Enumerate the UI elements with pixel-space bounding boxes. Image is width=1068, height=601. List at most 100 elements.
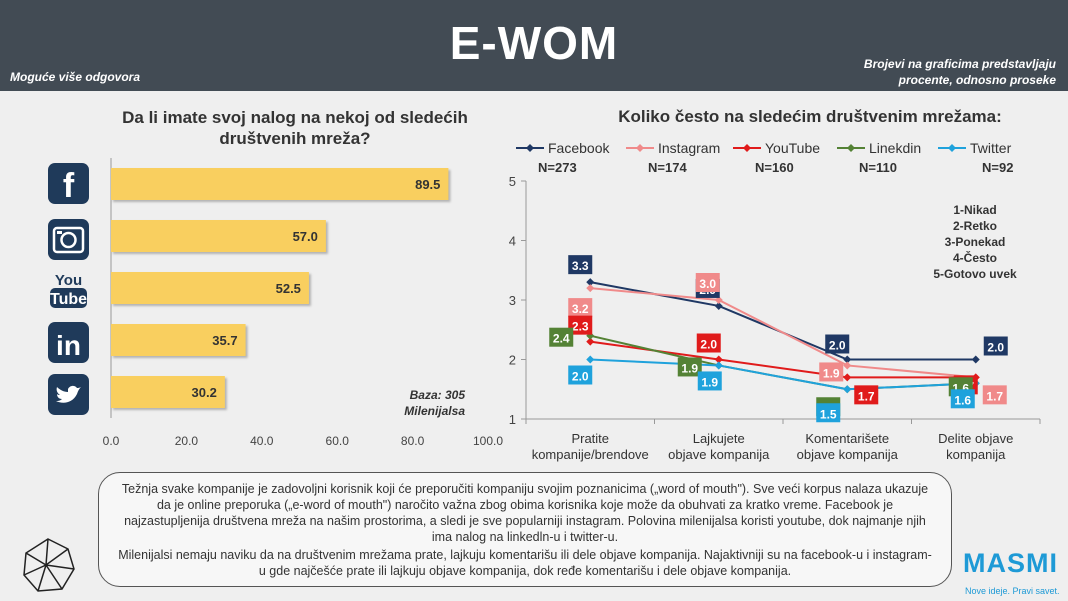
series-marker [714,361,723,370]
data-label: 3.3 [572,259,589,273]
line-y-tick-label: 4 [509,234,516,249]
line-category-label: Komentarišete objave kompanija [797,431,899,462]
legend-n: N=273 [538,160,577,175]
data-label: 3.2 [572,302,589,316]
data-label: 2.3 [572,320,589,334]
legend-marker [847,144,855,152]
data-label: 3.0 [699,277,716,291]
bar-x-tick-label: 60.0 [326,434,350,448]
legend-n: N=160 [755,160,794,175]
bar [111,272,309,304]
data-label-box [819,362,844,382]
data-label-box [568,298,593,318]
data-label-box [697,371,722,391]
bar-x-tick-label: 40.0 [250,434,274,448]
data-label-box [854,385,879,405]
series-marker [714,355,723,364]
legend-n: N=174 [648,160,687,175]
legend-marker [948,144,956,152]
svg-text:f: f [63,167,75,205]
brand-logo: MASMI [963,548,1058,578]
data-label-box [982,385,1007,405]
series-line [590,287,976,379]
crystal-logo-icon [18,535,78,595]
data-label: 1.7 [986,389,1003,403]
data-label-box [825,334,850,354]
right-chart-question: Koliko često na sledećim društvenim mrež… [618,107,1002,126]
data-label-box [568,255,593,275]
series-marker [586,278,595,287]
bar [111,324,246,356]
scale-legend-line: 1-Nikad [953,203,996,217]
data-label: 2.0 [700,338,717,352]
bar-value-label: 89.5 [415,177,440,192]
sample-base-note: Baza: 305 Milenijalsa [404,388,465,418]
legend-label: Linekdin [869,140,921,156]
legend-label: Instagram [658,140,720,156]
legend-marker [526,144,534,152]
facebook-icon: f [48,163,89,205]
data-label: 1.7 [858,389,875,403]
series-marker [586,284,595,293]
bar [111,376,225,408]
series-marker [714,301,723,310]
data-label-box [695,273,720,292]
multiple-answers-note: Moguće više odgovora [10,70,141,84]
bar-x-tick-label: 20.0 [175,434,199,448]
data-label-box [983,336,1008,356]
svg-text:You: You [55,272,82,289]
line-y-tick-label: 3 [509,293,516,308]
bar-value-label: 35.7 [212,333,237,348]
series-marker [843,361,852,370]
data-label-box [950,389,975,409]
series-marker [843,373,852,382]
series-marker [971,355,980,364]
data-label-box [568,365,593,385]
line-category-label: Delite objave kompanija [938,431,1013,462]
summary-box: Težnja svake kompanije je zadovoljni kor… [98,472,952,587]
legend-label: Twitter [970,140,1012,156]
page-title: E-WOM [449,17,619,69]
bar-x-tick-label: 80.0 [401,434,425,448]
line-category-label: Pratite kompanije/brendove [532,431,649,462]
legend-marker [636,144,644,152]
data-label-box [696,333,721,353]
summary-paragraph-1: Težnja svake kompanije je zadovoljni kor… [121,482,929,544]
twitter-icon [48,374,89,415]
legend-n: N=92 [982,160,1013,175]
data-label: 2.0 [987,341,1004,355]
data-label: 1.9 [681,361,698,375]
series-marker [586,355,595,364]
data-label-box [816,403,841,423]
series-marker [586,337,595,346]
data-label: 2.4 [553,332,570,346]
bar-value-label: 57.0 [293,229,318,244]
scale-legend-line: 2-Retko [953,219,997,233]
data-label: 1.6 [954,393,971,407]
legend-marker [743,144,751,152]
data-label: 2.0 [829,339,846,353]
linkedin-icon: in [48,322,89,363]
svg-text:in: in [56,330,81,361]
data-label-box [549,327,574,347]
bar [111,168,449,200]
data-label: 2.0 [572,370,589,384]
data-label-box [677,357,702,377]
line-y-tick-label: 1 [509,412,516,427]
summary-paragraph-2: Milenijalsi nemaju naviku da na društven… [118,548,932,578]
scale-legend-line: 3-Ponekad [945,235,1006,249]
scale-legend-line: 5-Gotovo uvek [933,267,1017,281]
line-y-tick-label: 2 [509,353,516,368]
series-marker [843,385,852,394]
bar [111,220,326,252]
bar-x-tick-label: 0.0 [103,434,120,448]
series-marker [843,355,852,364]
header-bar [0,0,1068,91]
brand-slogan: Nove ideje. Pravi savet. [965,586,1060,596]
svg-text:Tube: Tube [50,291,87,308]
scale-legend-line: 4-Često [953,250,997,265]
line-category-label: Lajkujete objave kompanija [668,431,770,462]
series-marker [714,296,723,304]
